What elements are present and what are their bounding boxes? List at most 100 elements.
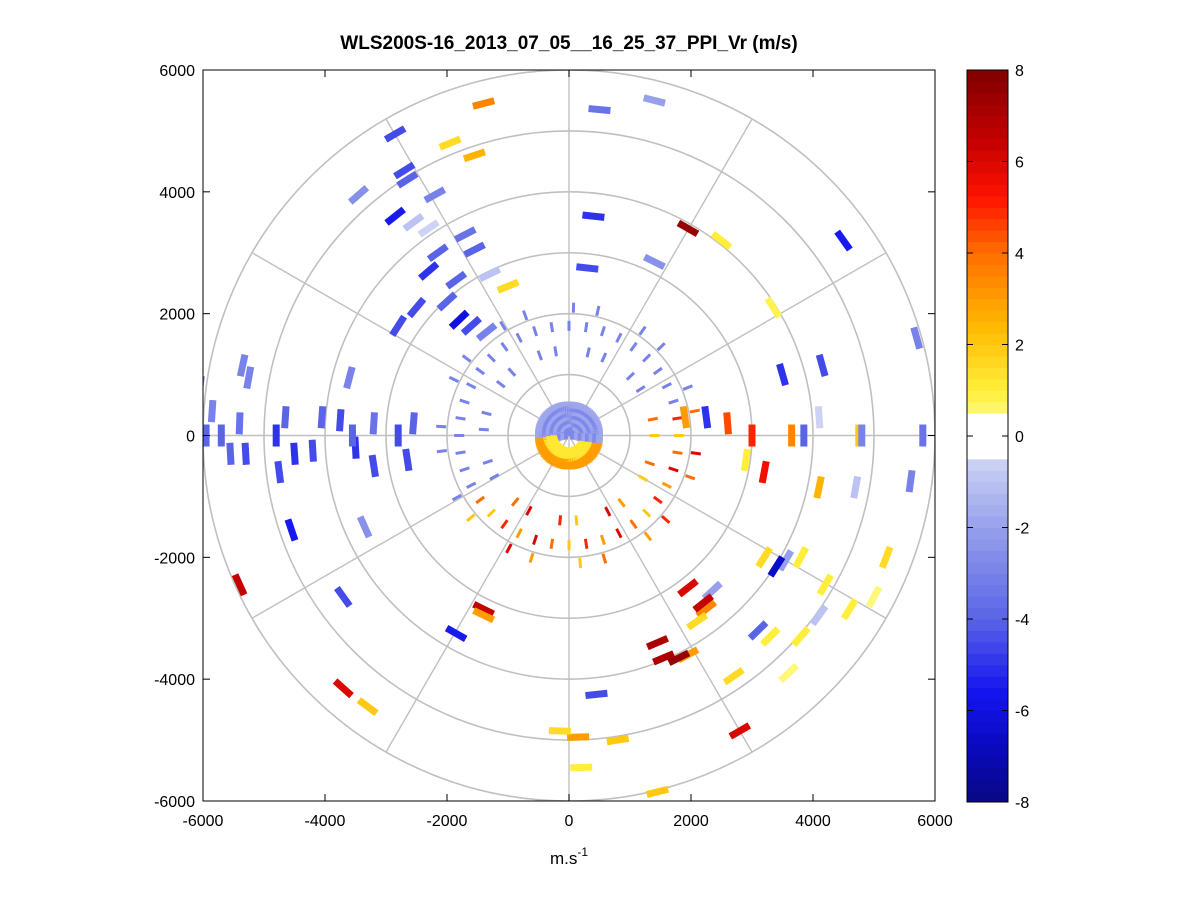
velocity-segment (778, 663, 800, 684)
velocity-segment (667, 649, 691, 666)
range-gate-mark (615, 528, 623, 539)
range-gate-mark (644, 460, 655, 467)
colorbar-swatch (967, 619, 1008, 631)
range-gate-mark (601, 553, 608, 564)
velocity-segment (336, 409, 345, 432)
velocity-segment (788, 424, 796, 447)
range-gate-mark (475, 366, 486, 376)
velocity-segment (478, 266, 502, 283)
velocity-segment (758, 460, 770, 484)
range-gate-mark (486, 508, 496, 518)
range-gate-mark (455, 416, 466, 421)
velocity-segment (570, 763, 593, 772)
velocity-segment (436, 291, 458, 312)
range-gate-mark (673, 434, 684, 437)
range-gate-mark (455, 450, 466, 455)
velocity-segment (231, 573, 248, 597)
range-gate-mark (536, 350, 543, 361)
range-gate-mark (583, 322, 589, 333)
velocity-segment (748, 424, 756, 447)
x-tick-label: -2000 (427, 813, 468, 830)
colorbar-tick-label: -4 (1015, 612, 1029, 629)
near-field-cell (595, 434, 603, 442)
x-axis-label: m.s-1 (550, 845, 588, 868)
y-tick-label: -6000 (154, 794, 195, 811)
x-axis-label-sup: -1 (577, 845, 588, 859)
velocity-marks (203, 94, 927, 798)
range-gate-mark (643, 531, 653, 542)
colorbar-swatch (967, 413, 1008, 426)
colorbar-swatch (967, 401, 1008, 414)
colorbar-swatch (967, 607, 1008, 620)
velocity-segment (776, 363, 789, 387)
velocity-segment (226, 442, 235, 465)
near-field-cell (581, 433, 589, 441)
range-gate-mark (459, 398, 470, 405)
velocity-segment (347, 185, 370, 205)
velocity-segment (816, 573, 834, 597)
velocity-segment (701, 405, 712, 429)
velocity-segment (402, 448, 413, 472)
range-gate-mark (635, 385, 646, 394)
velocity-segment (281, 406, 290, 429)
velocity-segment (642, 94, 666, 107)
azimuth-spoke (568, 434, 887, 619)
near-field-cell (584, 433, 592, 441)
colorbar-swatch (967, 70, 1008, 82)
range-gate-mark (571, 302, 576, 313)
azimuth-spoke (385, 118, 570, 436)
velocity-segment (905, 469, 916, 493)
near-field-cell (588, 433, 596, 441)
velocity-segment (815, 353, 829, 377)
range-gate-mark (672, 450, 683, 455)
range-gate-mark (459, 466, 470, 473)
chart-title: WLS200S-16_2013_07_05__16_25_37_PPI_Vr (… (340, 33, 797, 54)
near-field-cell (577, 432, 585, 440)
colorbar-swatch (967, 516, 1008, 528)
x-axis-label-base: m.s (550, 849, 577, 868)
velocity-segment (356, 697, 379, 716)
range-gate-mark (583, 538, 589, 549)
range-gate-mark (510, 496, 520, 507)
colorbar-swatch (967, 138, 1008, 151)
velocity-segment (676, 219, 700, 237)
azimuth-spoke (251, 252, 570, 437)
colorbar-swatch (967, 344, 1008, 357)
velocity-segment (645, 785, 669, 798)
colorbar: 8 6 4 2 0 -2 -4 -6 -8 (966, 63, 1029, 812)
x-tick-label: -4000 (305, 813, 346, 830)
velocity-segment (409, 412, 418, 435)
range-gate-mark (549, 538, 555, 549)
range-gate-mark (690, 451, 702, 456)
velocity-segment (394, 424, 402, 447)
colorbar-swatch (967, 436, 1008, 448)
colorbar-swatch (967, 253, 1008, 265)
velocity-segment (274, 460, 285, 484)
velocity-segment (548, 727, 571, 735)
velocity-segment (402, 212, 425, 232)
velocity-segment (840, 597, 859, 621)
colorbar-swatch (967, 378, 1008, 391)
range-gate-mark (495, 379, 506, 389)
range-gate-mark (507, 367, 517, 377)
range-gate-mark (689, 408, 700, 414)
azimuth-spoke (568, 435, 753, 753)
colorbar-swatch (967, 92, 1008, 105)
colorbar-swatch (967, 321, 1008, 334)
velocity-segment (834, 229, 853, 252)
range-gate-mark (629, 519, 638, 530)
azimuth-spoke (385, 435, 570, 753)
range-gate-mark (481, 410, 492, 417)
colorbar-swatch (967, 664, 1008, 677)
range-gate-mark (574, 515, 579, 526)
axis-ticks: -6000 -4000 -2000 0 2000 4000 6000 6000 4000 2000… (154, 63, 953, 830)
range-gate-mark (652, 366, 663, 376)
velocity-segment (800, 424, 808, 447)
velocity-segment (722, 667, 745, 686)
colorbar-swatch (967, 218, 1008, 231)
colorbar-swatch (967, 550, 1008, 563)
velocity-segment (217, 424, 225, 447)
colorbar-swatch (967, 767, 1008, 780)
colorbar-swatch (967, 596, 1008, 609)
